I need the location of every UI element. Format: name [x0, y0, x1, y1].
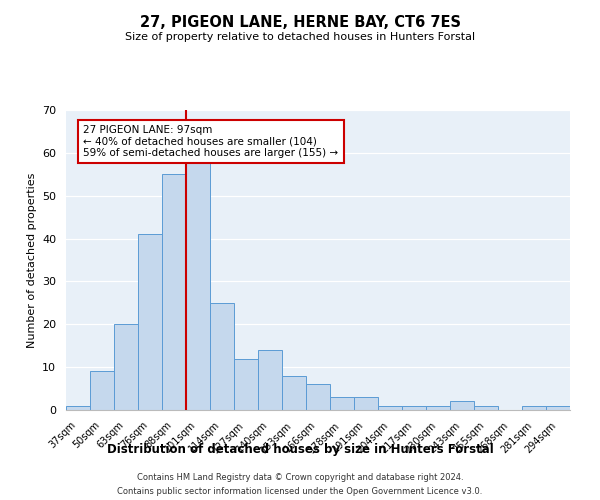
- Text: 27, PIGEON LANE, HERNE BAY, CT6 7ES: 27, PIGEON LANE, HERNE BAY, CT6 7ES: [139, 15, 461, 30]
- Bar: [282, 376, 306, 410]
- Bar: [258, 350, 282, 410]
- Bar: [186, 162, 210, 410]
- Bar: [90, 372, 114, 410]
- Bar: [114, 324, 138, 410]
- Bar: [210, 303, 234, 410]
- Bar: [66, 406, 90, 410]
- Bar: [450, 402, 474, 410]
- Text: 27 PIGEON LANE: 97sqm
← 40% of detached houses are smaller (104)
59% of semi-det: 27 PIGEON LANE: 97sqm ← 40% of detached …: [83, 125, 338, 158]
- Text: Size of property relative to detached houses in Hunters Forstal: Size of property relative to detached ho…: [125, 32, 475, 42]
- Bar: [306, 384, 330, 410]
- Bar: [234, 358, 258, 410]
- Bar: [378, 406, 402, 410]
- Bar: [522, 406, 546, 410]
- Bar: [546, 406, 570, 410]
- Bar: [162, 174, 186, 410]
- Bar: [474, 406, 498, 410]
- Bar: [426, 406, 450, 410]
- Text: Contains HM Land Registry data © Crown copyright and database right 2024.: Contains HM Land Registry data © Crown c…: [137, 473, 463, 482]
- Bar: [402, 406, 426, 410]
- Bar: [354, 397, 378, 410]
- Y-axis label: Number of detached properties: Number of detached properties: [26, 172, 37, 348]
- Text: Contains public sector information licensed under the Open Government Licence v3: Contains public sector information licen…: [118, 486, 482, 496]
- Text: Distribution of detached houses by size in Hunters Forstal: Distribution of detached houses by size …: [107, 444, 493, 456]
- Bar: [138, 234, 162, 410]
- Bar: [330, 397, 354, 410]
